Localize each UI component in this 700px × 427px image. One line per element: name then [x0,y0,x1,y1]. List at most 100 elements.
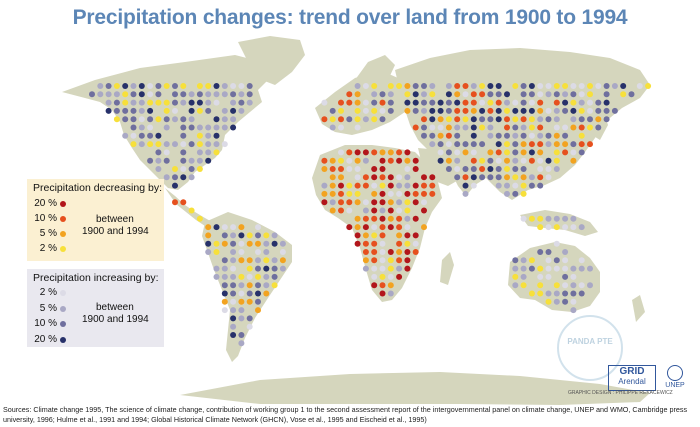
precipitation-dot [487,107,494,114]
precipitation-dot [387,157,394,164]
precipitation-dot [587,141,593,148]
precipitation-dot [354,99,361,106]
precipitation-dot [138,141,145,148]
precipitation-dot [520,166,527,172]
precipitation-dot [562,257,569,264]
precipitation-dot [196,215,203,222]
precipitation-dot [454,107,461,114]
precipitation-dot [470,149,477,156]
precipitation-dot [429,190,436,197]
precipitation-dot [545,224,552,231]
precipitation-dot [495,182,502,189]
precipitation-dot [603,107,610,114]
legend-dot-icon [60,337,66,343]
legend-label: 20 % [34,334,57,345]
precipitation-dot [271,273,278,280]
precipitation-dot [495,132,502,139]
precipitation-dot [404,174,411,181]
precipitation-dot [221,273,228,280]
precipitation-dot [528,182,535,189]
precipitation-dot [421,124,427,131]
precipitation-dot [354,91,361,98]
precipitation-dot [130,99,137,106]
precipitation-dot [445,132,452,139]
precipitation-dot [321,99,328,106]
precipitation-dot [587,107,593,114]
precipitation-dot [180,166,187,172]
precipitation-dot [545,273,552,280]
precipitation-dot [255,307,261,314]
precipitation-dot [221,124,228,131]
precipitation-dot [238,282,245,289]
precipitation-dot [396,207,403,214]
precipitation-dot [163,107,170,114]
precipitation-dot [495,83,502,89]
precipitation-dot [562,149,569,156]
land-shape [165,188,212,226]
precipitation-dot [504,141,510,148]
precipitation-dot [205,157,212,164]
precipitation-dot [454,141,461,148]
precipitation-dot [537,166,544,172]
precipitation-dot [362,149,369,156]
precipitation-dot [213,116,220,123]
precipitation-dot [562,298,569,305]
legend-label: 2 % [39,243,57,254]
precipitation-dot [421,182,427,189]
precipitation-dot [147,124,154,131]
precipitation-dot [188,107,195,114]
precipitation-dot [387,91,394,98]
precipitation-dot [545,83,552,89]
precipitation-dot [230,257,237,264]
precipitation-dot [587,265,593,272]
grid-logo-sub: Arendal [618,377,646,386]
precipitation-dot [362,199,369,206]
precipitation-dot [238,298,245,305]
precipitation-dot [537,224,544,231]
precipitation-dot [479,141,486,148]
legend-dot-icon [60,231,66,237]
precipitation-dot [396,190,403,197]
precipitation-dot [445,149,452,156]
land-shape [202,212,292,362]
precipitation-dot [570,224,577,231]
precipitation-dot [537,107,544,114]
legend-row: 2 % [27,243,71,256]
precipitation-dot [354,107,361,114]
precipitation-dot [172,199,178,206]
precipitation-dot [387,215,394,222]
precipitation-dot [205,91,212,98]
precipitation-dot [421,132,427,139]
precipitation-dot [537,91,544,98]
precipitation-dot [371,166,378,172]
precipitation-dot [520,149,527,156]
precipitation-dot [462,182,469,189]
precipitation-dot [180,132,187,139]
precipitation-dot [570,116,577,123]
precipitation-dot [454,116,461,123]
precipitation-dot [221,91,228,98]
precipitation-dot [504,174,510,181]
watermark-text: PANDA PTE [567,337,613,346]
precipitation-dot [155,149,162,156]
precipitation-dot [196,91,203,98]
precipitation-dot [445,157,452,164]
precipitation-dot [462,83,469,89]
precipitation-dot [479,116,486,123]
precipitation-dot [445,91,452,98]
precipitation-dot [404,215,411,222]
precipitation-dot [553,290,560,297]
precipitation-dot [445,83,452,89]
precipitation-dot [537,273,544,280]
precipitation-dot [172,91,178,98]
legend-dot-icon [60,321,66,327]
precipitation-dot [587,282,593,289]
precipitation-dot [520,182,527,189]
precipitation-dot [321,199,328,206]
precipitation-dot [537,282,544,289]
precipitation-dot [379,282,386,289]
precipitation-dot [230,332,237,338]
precipitation-dot [412,99,419,106]
legend-decreasing-heading: Precipitation decreasing by: [33,182,162,194]
precipitation-dot [620,83,627,89]
